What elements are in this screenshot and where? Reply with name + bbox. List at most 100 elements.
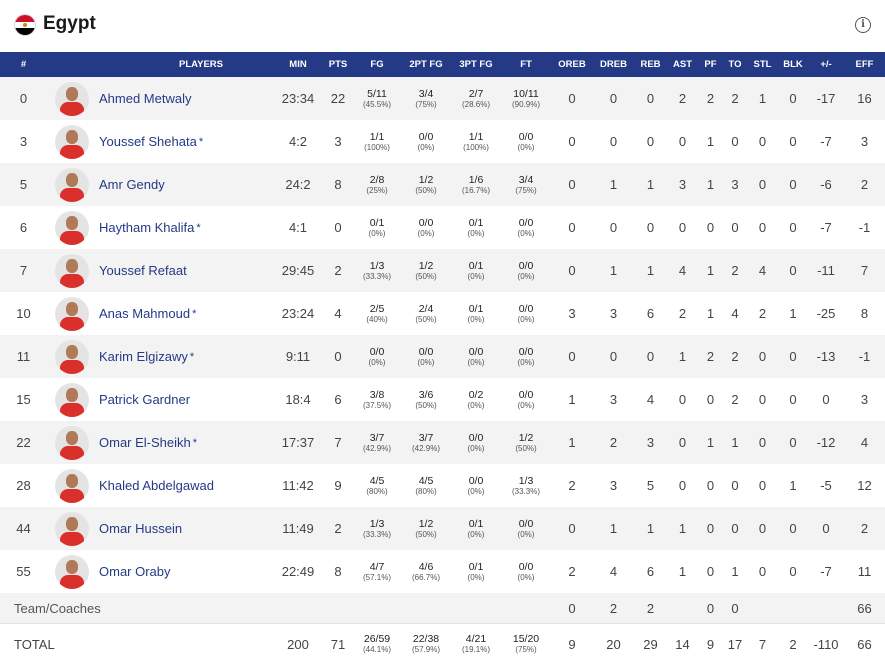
team-ast xyxy=(667,593,698,624)
player-oreb: 1 xyxy=(551,421,593,464)
player-oreb: 0 xyxy=(551,120,593,163)
player-fg: 3/7(42.9%) xyxy=(353,421,401,464)
player-eff: 3 xyxy=(844,378,885,421)
player-avatar[interactable] xyxy=(55,254,89,288)
player-fg2: 3/6(50%) xyxy=(401,378,451,421)
player-cell: Omar Hussein xyxy=(47,507,273,550)
player-number: 44 xyxy=(0,507,47,550)
player-name-link[interactable]: Omar Hussein xyxy=(99,521,182,536)
total-row: TOTAL 200 71 26/59(44.1%) 22/38(57.9%) 4… xyxy=(0,624,885,664)
player-ft: 0/0(0%) xyxy=(501,550,551,593)
col-header-to[interactable]: TO xyxy=(723,52,747,77)
player-number: 7 xyxy=(0,249,47,292)
player-pts: 2 xyxy=(323,249,353,292)
player-blk: 0 xyxy=(778,120,808,163)
team-pf: 0 xyxy=(698,593,723,624)
col-header-blk[interactable]: BLK xyxy=(778,52,808,77)
player-reb: 4 xyxy=(634,378,667,421)
player-reb: 1 xyxy=(634,507,667,550)
player-dreb: 4 xyxy=(593,550,634,593)
player-avatar[interactable] xyxy=(55,426,89,460)
col-header-players[interactable]: PLAYERS xyxy=(47,52,273,77)
player-avatar[interactable] xyxy=(55,340,89,374)
player-name-link[interactable]: Youssef Shehata xyxy=(99,134,197,149)
col-header-stl[interactable]: STL xyxy=(747,52,778,77)
player-avatar[interactable] xyxy=(55,82,89,116)
player-avatar[interactable] xyxy=(55,469,89,503)
player-avatar[interactable] xyxy=(55,555,89,589)
player-avatar[interactable] xyxy=(55,512,89,546)
player-pf: 0 xyxy=(698,550,723,593)
total-pts: 71 xyxy=(323,624,353,664)
player-ft: 1/2(50%) xyxy=(501,421,551,464)
player-pm: -6 xyxy=(808,163,844,206)
player-fg: 0/1(0%) xyxy=(353,206,401,249)
player-name-link[interactable]: Karim Elgizawy xyxy=(99,349,188,364)
col-header-pts[interactable]: PTS xyxy=(323,52,353,77)
player-number: 11 xyxy=(0,335,47,378)
col-header-dreb[interactable]: DREB xyxy=(593,52,634,77)
player-dreb: 2 xyxy=(593,421,634,464)
player-pm: -7 xyxy=(808,120,844,163)
player-name-link[interactable]: Ahmed Metwaly xyxy=(99,91,191,106)
player-number: 3 xyxy=(0,120,47,163)
player-cell: Omar El-Sheikh* xyxy=(47,421,273,464)
col-header-plus-minus[interactable]: +/- xyxy=(808,52,844,77)
col-header-pf[interactable]: PF xyxy=(698,52,723,77)
player-stl: 1 xyxy=(747,77,778,120)
player-eff: 12 xyxy=(844,464,885,507)
player-name-link[interactable]: Omar Oraby xyxy=(99,564,171,579)
player-name-link[interactable]: Anas Mahmoud xyxy=(99,306,190,321)
col-header-reb[interactable]: REB xyxy=(634,52,667,77)
box-score-table: # PLAYERS MIN PTS FG 2PT FG 3PT FG FT OR… xyxy=(0,52,885,664)
player-avatar[interactable] xyxy=(55,211,89,245)
starter-marker: * xyxy=(192,308,196,320)
col-header-fg[interactable]: FG xyxy=(353,52,401,77)
player-dreb: 0 xyxy=(593,77,634,120)
player-name-link[interactable]: Omar El-Sheikh xyxy=(99,435,191,450)
player-avatar[interactable] xyxy=(55,125,89,159)
player-pts: 0 xyxy=(323,206,353,249)
col-header-min[interactable]: MIN xyxy=(273,52,323,77)
info-icon[interactable]: i xyxy=(855,17,871,33)
player-name-link[interactable]: Amr Gendy xyxy=(99,177,165,192)
player-stl: 0 xyxy=(747,206,778,249)
player-dreb: 3 xyxy=(593,464,634,507)
col-header-number[interactable]: # xyxy=(0,52,47,77)
col-header-3pt-fg[interactable]: 3PT FG xyxy=(451,52,501,77)
player-min: 23:24 xyxy=(273,292,323,335)
team-coaches-label: Team/Coaches xyxy=(0,593,323,624)
player-blk: 0 xyxy=(778,249,808,292)
player-pf: 0 xyxy=(698,206,723,249)
player-eff: 8 xyxy=(844,292,885,335)
col-header-ft[interactable]: FT xyxy=(501,52,551,77)
player-name-link[interactable]: Youssef Refaat xyxy=(99,263,187,278)
total-oreb: 9 xyxy=(551,624,593,664)
player-fg2: 4/5(80%) xyxy=(401,464,451,507)
col-header-ast[interactable]: AST xyxy=(667,52,698,77)
col-header-eff[interactable]: EFF xyxy=(844,52,885,77)
player-name-link[interactable]: Patrick Gardner xyxy=(99,392,190,407)
player-avatar[interactable] xyxy=(55,383,89,417)
col-header-oreb[interactable]: OREB xyxy=(551,52,593,77)
player-avatar[interactable] xyxy=(55,168,89,202)
player-avatar[interactable] xyxy=(55,297,89,331)
player-fg2: 1/2(50%) xyxy=(401,249,451,292)
col-header-2pt-fg[interactable]: 2PT FG xyxy=(401,52,451,77)
player-number: 55 xyxy=(0,550,47,593)
player-fg3: 0/2(0%) xyxy=(451,378,501,421)
player-name-link[interactable]: Haytham Khalifa xyxy=(99,220,194,235)
player-name-link[interactable]: Khaled Abdelgawad xyxy=(99,478,214,493)
